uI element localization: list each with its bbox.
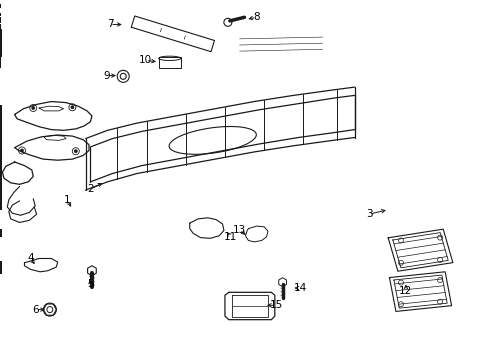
Text: 10: 10 — [139, 55, 152, 66]
Text: 3: 3 — [365, 209, 372, 219]
Text: 7: 7 — [106, 19, 113, 30]
Text: 8: 8 — [253, 12, 260, 22]
Text: 2: 2 — [87, 184, 94, 194]
Circle shape — [32, 107, 35, 109]
Text: 11: 11 — [224, 232, 237, 242]
Text: 1: 1 — [64, 195, 71, 205]
Text: 4: 4 — [27, 253, 34, 264]
Text: 5: 5 — [87, 279, 94, 289]
Text: 15: 15 — [269, 300, 283, 310]
Text: 13: 13 — [232, 225, 246, 235]
Text: 9: 9 — [103, 71, 110, 81]
Circle shape — [20, 149, 23, 152]
Text: 12: 12 — [398, 286, 412, 296]
Circle shape — [71, 106, 74, 109]
Circle shape — [74, 150, 77, 153]
Text: 14: 14 — [293, 283, 307, 293]
Text: 6: 6 — [32, 305, 39, 315]
